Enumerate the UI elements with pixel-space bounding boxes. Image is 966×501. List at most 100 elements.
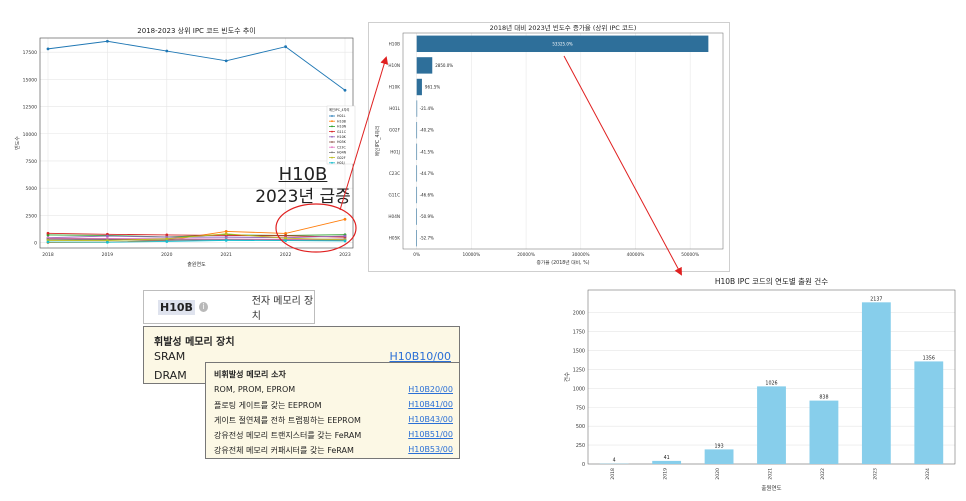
y-tick-label: 1500 [573,349,585,355]
data-point [106,234,109,238]
legend-marker [331,156,333,159]
y-tick-label: 1000 [573,386,585,392]
x-tick-label: 2022 [280,252,292,258]
nonvolatile-row-link[interactable]: H10B51/00 [408,430,453,439]
legend-entry: H10B [337,119,347,123]
annotation-text: 2023년 급증 [255,187,351,207]
bar [416,165,418,182]
nonvolatile-row-link[interactable]: H10B43/00 [408,415,453,424]
volatile-title: 휘발성 메모리 장치 [154,337,235,348]
x-axis-label: 증가율 (2018년 대비, %) [536,259,589,266]
data-point [224,59,228,63]
volatile-row-link[interactable]: H10B10/00 [389,350,451,363]
series-line [47,40,346,91]
y-tick-label: H04N [388,214,400,219]
legend-entry: H01L [337,114,346,118]
y-tick-label: 1250 [573,367,585,373]
chart-title: 2018-2023 상위 IPC 코드 빈도수 추이 [137,26,255,35]
x-tick-label: 2021 [220,252,232,258]
nonvolatile-row-label: 게이트 절연체를 전하 트랩핑하는 EEPROM [214,416,361,425]
x-tick-label: 2023 [872,468,878,480]
x-tick-label: 50000% [681,252,699,258]
data-point [165,233,169,237]
legend-entry: H05K [337,140,347,144]
data-point [224,232,228,236]
data-point [343,217,347,221]
bar [757,386,786,464]
data-point [284,45,287,49]
nonvolatile-row-link[interactable]: H10B20/00 [408,385,453,394]
nonvolatile-row-link[interactable]: H10B41/00 [408,400,453,409]
growth-rate-chart-panel: 2018년 대비 2023년 빈도수 증가율 (상위 IPC 코드) 0% 1000… [368,22,730,272]
plot-frame [402,32,724,250]
legend-marker [331,120,333,123]
legend-entry: H01J [337,161,345,165]
data-label: -21.4% [420,106,434,111]
data-label: 53325.0% [552,41,573,46]
y-tick-label: 2500 [26,213,38,219]
data-point [46,47,50,51]
bar [416,35,709,53]
y-axis-label: 건수 [564,372,571,382]
y-tick-label: H01L [389,106,400,111]
bar [861,302,891,464]
x-tick-label: 2024 [925,468,931,480]
x-tick-label: 0% [413,252,420,258]
legend-entry: G02F [337,156,346,160]
x-tick-label: 2019 [663,468,669,480]
nonvolatile-memory-box: 비휘발성 메모리 소자 ROM, PROM, EPROM H10B20/00 플… [205,362,460,459]
data-point [343,239,347,243]
bar [416,121,418,139]
info-icon[interactable]: i [198,302,208,312]
data-label: -52.7% [420,236,434,241]
data-label: 961.5% [425,85,440,90]
h10b-yearly-chart-panel: H10B IPC 코드의 연도별 출원 건수 0 250 500 750 1000 1250… [560,276,960,494]
legend-marker [331,135,333,138]
ipc-code-card: H10B i 전자 메모리 장치 [143,290,315,324]
list-item: 강유전성 메모리 트랜지스터를 갖는 FeRAM H10B51/00 [214,430,453,442]
volatile-row-label: DRAM [154,369,187,382]
nonvolatile-title: 비휘발성 메모리 소자 [214,370,286,379]
y-tick-label: 17500 [23,50,37,56]
data-point [224,238,228,242]
data-label: 2850.0% [435,63,453,68]
y-tick-label: H10B [389,41,400,46]
list-item: 게이트 절연체를 전하 트랩핑하는 EEPROM H10B43/00 [214,415,453,427]
x-tick-label: 40000% [627,252,645,258]
y-tick-label: H05K [389,236,400,241]
nonvolatile-row-label: 플로팅 게이트를 갖는 EEPROM [214,401,322,410]
bar [652,460,682,464]
data-point [46,240,50,244]
legend-entry: G11C [337,130,347,134]
nonvolatile-row-link[interactable]: H10B53/00 [408,445,453,454]
data-point [46,231,50,235]
legend-marker [331,115,333,117]
data-point [284,236,287,240]
y-tick-label: 0 [582,462,585,468]
y-tick-label: 10000 [23,132,37,138]
x-tick-label: 2018 [42,252,54,258]
data-point [224,229,228,233]
x-tick-label: 2018 [610,468,616,480]
legend-title: 메인IPC_4자리 [329,107,350,112]
data-label: 1356 [923,355,935,361]
x-axis-label: 출원연도 [187,261,206,268]
bar [704,449,734,464]
bar [914,361,944,464]
y-tick-label: C23C [389,171,400,176]
data-point [165,49,169,53]
data-point [343,234,347,238]
bar [416,208,417,225]
bar [416,78,422,96]
bar [416,186,418,204]
data-label: 2137 [870,296,882,302]
x-tick-label: 30000% [572,252,590,258]
x-tick-label: 2020 [161,252,173,258]
legend-entry: H04N [337,151,347,155]
legend-marker [331,125,333,128]
nonvolatile-row-label: 강유전성 메모리 트랜지스터를 갖는 FeRAM [214,431,362,440]
data-point [224,235,228,239]
legend-marker [331,130,333,133]
chart-title: H10B IPC 코드의 연도별 출원 건수 [715,276,828,286]
y-tick-label: 1750 [573,330,585,336]
